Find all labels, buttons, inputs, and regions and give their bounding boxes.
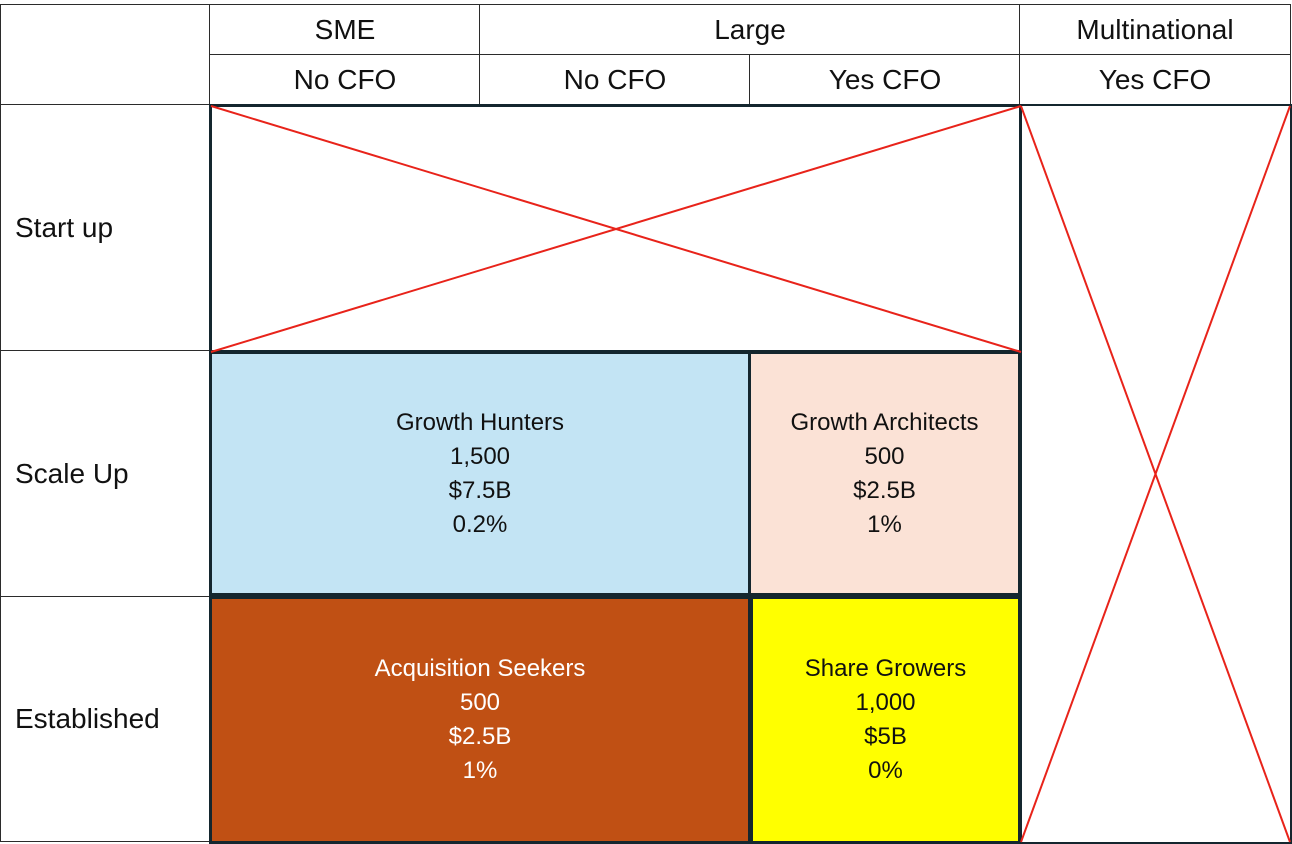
segment-name: Growth Architects	[790, 408, 979, 436]
row-label-text: Start up	[15, 212, 114, 243]
row-label-scaleup: Scale Up	[0, 350, 211, 598]
header-sme-label: SME	[314, 14, 376, 45]
header-large: Large	[479, 4, 1021, 56]
row-label-startup: Start up	[0, 104, 211, 352]
row-label-text: Scale Up	[15, 458, 129, 489]
subheader-multinational-yes-cfo: Yes CFO	[1019, 54, 1291, 106]
multinational-excluded-area	[1020, 104, 1292, 844]
subheader-large-yes-cfo: Yes CFO	[749, 54, 1021, 106]
header-sme: SME	[209, 4, 481, 56]
segment-name: Share Growers	[804, 655, 967, 682]
header-multinational-label: Multinational	[1076, 14, 1234, 45]
header-multinational: Multinational	[1019, 4, 1291, 56]
segment-count: 1,000	[855, 689, 916, 716]
subheader-label: No CFO	[563, 64, 667, 95]
startup-excluded-area	[209, 104, 1022, 353]
segment-name: Acquisition Seekers	[374, 655, 586, 682]
row-label-established: Established	[0, 596, 211, 842]
segment-value: $2.5B	[853, 476, 916, 504]
subheader-label: Yes CFO	[1098, 64, 1212, 95]
segment-share: 0%	[868, 757, 903, 784]
segment-acquisition-seekers: Acquisition Seekers 500 $2.5B 1%	[209, 596, 751, 844]
segment-value: $7.5B	[448, 476, 512, 504]
subheader-label: No CFO	[293, 64, 397, 95]
segment-value: $2.5B	[448, 723, 512, 750]
corner-cell	[0, 4, 211, 106]
segment-growth-architects: Growth Architects 500 $2.5B 1%	[748, 351, 1021, 596]
row-label-text: Established	[15, 703, 160, 734]
segment-count: 500	[864, 442, 905, 470]
subheader-large-no-cfo: No CFO	[479, 54, 751, 106]
subheader-label: Yes CFO	[828, 64, 942, 95]
segment-share-growers: Share Growers 1,000 $5B 0%	[750, 596, 1021, 844]
segment-growth-hunters: Growth Hunters 1,500 $7.5B 0.2%	[209, 351, 751, 596]
segment-value: $5B	[864, 723, 907, 750]
segment-name: Growth Hunters	[395, 408, 565, 436]
segment-share: 1%	[867, 510, 902, 538]
subheader-sme-no-cfo: No CFO	[209, 54, 481, 106]
header-large-label: Large	[714, 14, 786, 45]
segment-count: 500	[459, 689, 501, 716]
segment-count: 1,500	[449, 442, 511, 470]
segment-share: 0.2%	[452, 510, 508, 538]
segment-share: 1%	[462, 757, 498, 784]
